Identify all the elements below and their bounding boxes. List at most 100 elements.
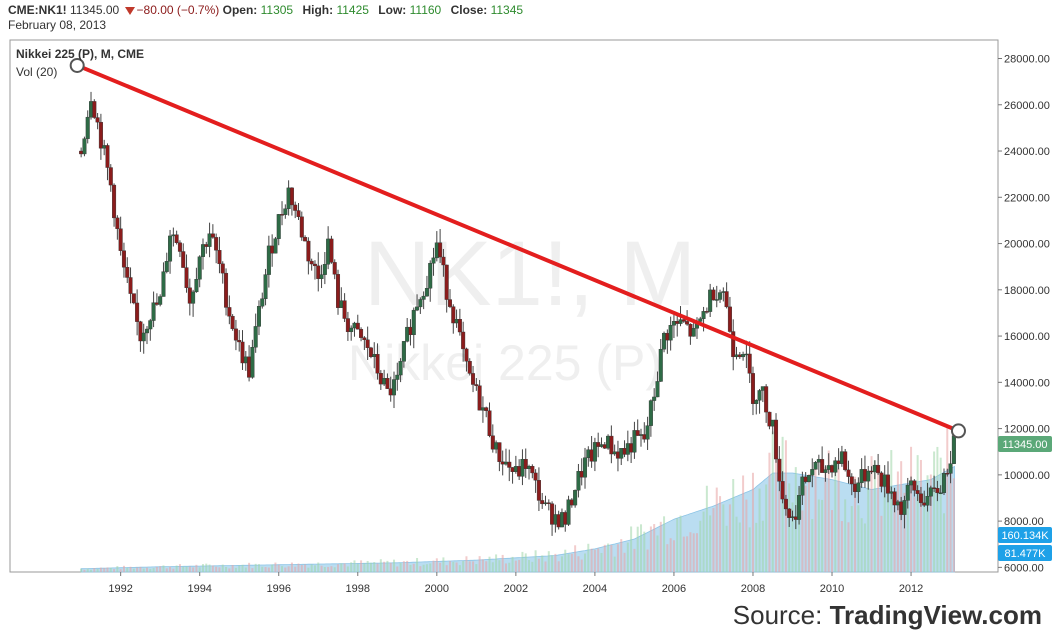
candle-down: [750, 373, 755, 404]
candle-down: [438, 242, 443, 258]
candle-up: [741, 354, 746, 358]
candle-down: [918, 493, 923, 504]
volume-ma-badge: 160.134K: [998, 527, 1052, 543]
candle-down: [685, 321, 690, 325]
x-tick-label: 1992: [108, 583, 132, 595]
volume-bar: [412, 563, 415, 572]
volume-badge: 81.477K: [998, 545, 1052, 561]
candle-down: [843, 451, 848, 471]
volume-bar: [672, 540, 675, 572]
trendline-layer[interactable]: [69, 57, 966, 439]
volume-bar: [429, 563, 432, 572]
volume-bar: [185, 566, 188, 572]
candle-up: [89, 101, 94, 118]
candle-down: [609, 435, 614, 455]
volume-bar: [834, 460, 837, 572]
candle-down: [224, 272, 229, 308]
volume-bar: [537, 558, 540, 572]
volume-bar: [238, 565, 241, 572]
volume-bar: [686, 536, 689, 572]
volume-bar: [679, 515, 682, 572]
candle-down: [342, 300, 347, 319]
volume-bar: [458, 565, 461, 572]
y-tick-label: 10000.00: [1004, 470, 1050, 482]
volume-bar: [765, 484, 768, 572]
candle-up: [158, 296, 163, 305]
candle-down: [296, 210, 301, 217]
x-tick-label: 2002: [504, 583, 528, 595]
volume-bar: [801, 510, 804, 572]
volume-bar: [952, 478, 955, 572]
candle-up: [424, 288, 429, 297]
candle-down: [892, 491, 897, 506]
volume-bar: [857, 505, 860, 572]
volume-bar: [791, 502, 794, 572]
volume-bar: [149, 568, 152, 572]
volume-bar: [478, 556, 481, 572]
volume-bar: [636, 526, 639, 572]
volume-bar: [709, 515, 712, 572]
candle-up: [454, 318, 459, 324]
candle-down: [316, 265, 321, 279]
trendline-start-handle: [69, 57, 85, 73]
quote-date: February 08, 2013: [8, 18, 107, 32]
volume-bar: [919, 459, 922, 572]
volume-bar: [580, 559, 583, 572]
candle-down: [461, 331, 466, 350]
volume-bar: [814, 466, 817, 572]
y-tick-label: 6000.00: [1004, 562, 1044, 574]
candle-up: [102, 145, 107, 149]
candle-down: [131, 293, 136, 304]
volume-bar: [360, 560, 363, 572]
candle-down: [79, 150, 84, 155]
volume-bar: [198, 567, 201, 572]
volume-bar: [136, 567, 139, 572]
volume-bar: [781, 436, 784, 572]
volume-bar: [758, 488, 761, 572]
candle-down: [270, 245, 275, 254]
candle-down: [484, 407, 489, 411]
close-label: Close:: [450, 3, 488, 17]
volume-bar: [455, 562, 458, 572]
quote-header: CME:NK1! 11345.00 −80.00 (−0.7%) Open: 1…: [8, 3, 529, 17]
volume-bar: [346, 566, 349, 572]
volume-bar: [261, 566, 264, 572]
volume-bar: [498, 560, 501, 572]
volume-bar: [623, 552, 626, 572]
volume-bar: [195, 564, 198, 572]
volume-bar: [501, 554, 504, 572]
candle-down: [912, 480, 917, 491]
candle-down: [464, 348, 469, 362]
volume-bar: [113, 569, 116, 572]
volume-bar: [178, 564, 181, 572]
candle-up: [718, 292, 723, 300]
volume-bar: [393, 559, 396, 572]
candle-down: [579, 471, 584, 478]
volume-bar: [725, 525, 728, 572]
volume-bar: [495, 554, 498, 572]
volume-bar: [929, 474, 932, 572]
symbol-label: CME:NK1!: [8, 3, 67, 17]
candle-up: [194, 279, 199, 293]
candle-up: [256, 306, 261, 327]
candle-up: [527, 465, 532, 469]
candle-down: [536, 480, 541, 501]
volume-bar: [366, 560, 369, 572]
volume-bar: [755, 522, 758, 572]
candle-down: [530, 465, 535, 474]
candle-up: [671, 321, 676, 326]
volume-bar: [949, 471, 952, 572]
candle-down: [563, 512, 568, 525]
candle-down: [569, 499, 574, 506]
y-tick-label: 14000.00: [1004, 377, 1050, 389]
price-badge-text: 11345.00: [1002, 439, 1047, 451]
volume-bar: [363, 563, 366, 572]
volume-bar: [445, 565, 448, 572]
candle-up: [655, 381, 660, 398]
candle-down: [451, 306, 456, 324]
volume-bar: [80, 568, 83, 572]
candle-up: [806, 475, 811, 483]
candle-up: [243, 356, 248, 364]
volume-bar: [712, 508, 715, 572]
